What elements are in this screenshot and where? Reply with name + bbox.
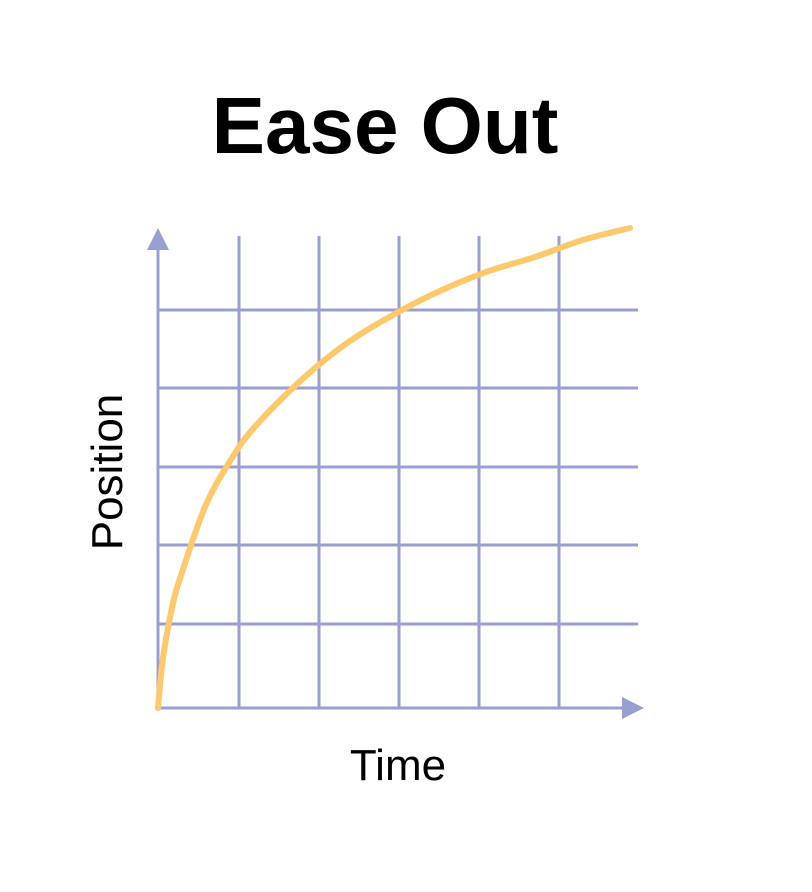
ease-out-curve — [155, 225, 633, 711]
chart-title: Ease Out — [211, 81, 559, 170]
x-axis-label: Time — [350, 741, 446, 790]
y-axis-arrow — [147, 228, 169, 250]
axes — [147, 228, 644, 719]
y-axis-label: Position — [83, 394, 132, 551]
grid — [158, 236, 638, 708]
x-axis-arrow — [622, 697, 644, 719]
